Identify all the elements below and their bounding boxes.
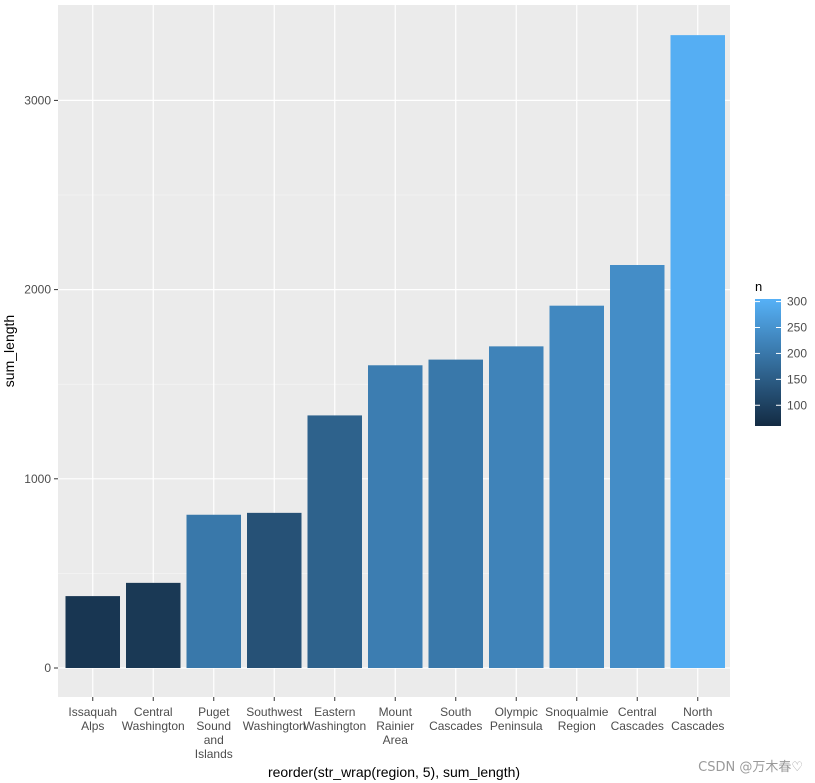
x-tick-label: Central Cascades — [611, 705, 664, 733]
y-tick-label: 2000 — [24, 283, 51, 297]
x-tick-label: Central Washington — [122, 705, 185, 733]
legend-title: n — [755, 279, 762, 294]
y-tick-label: 1000 — [24, 472, 51, 486]
bar — [610, 265, 665, 668]
bar — [670, 35, 725, 669]
legend-label: 100 — [787, 398, 807, 412]
bar — [428, 359, 483, 668]
x-tick-label: Issaquah Alps — [68, 705, 117, 733]
x-tick-label: South Cascades — [429, 705, 482, 733]
legend-colorbar — [755, 299, 781, 426]
x-tick-label: Mount Rainier Area — [376, 705, 414, 747]
x-tick-label: Snoqualmie Region — [545, 705, 609, 733]
x-tick-label: North Cascades — [671, 705, 724, 733]
y-axis-ticks: 0 1000 2000 3000 — [24, 93, 58, 675]
x-tick-label: Olympic Peninsula — [490, 705, 543, 733]
watermark: CSDN @万木春♡ — [698, 760, 803, 775]
bar — [489, 346, 544, 668]
bars — [65, 35, 725, 669]
legend-label: 150 — [787, 372, 807, 386]
y-tick-label: 0 — [44, 661, 51, 675]
bar — [65, 596, 120, 668]
bar — [126, 582, 181, 668]
legend-ticks: 300 250 200 150 100 — [755, 295, 807, 412]
x-tick-label: Southwest Washington — [243, 705, 306, 733]
bar — [307, 415, 362, 668]
bar — [186, 514, 241, 668]
legend-label: 300 — [787, 295, 807, 309]
x-tick-label: Eastern Washington — [303, 705, 366, 733]
legend-label: 250 — [787, 321, 807, 335]
bar — [247, 512, 302, 668]
y-axis-title: sum_length — [1, 315, 17, 387]
x-axis-title: reorder(str_wrap(region, 5), sum_length) — [268, 764, 520, 780]
bar — [549, 305, 604, 668]
bar — [368, 365, 423, 668]
x-tick-label: Puget Sound and Islands — [195, 705, 233, 761]
color-legend: n 300 250 200 150 100 — [755, 279, 807, 426]
y-tick-label: 3000 — [24, 93, 51, 107]
legend-label: 200 — [787, 346, 807, 360]
